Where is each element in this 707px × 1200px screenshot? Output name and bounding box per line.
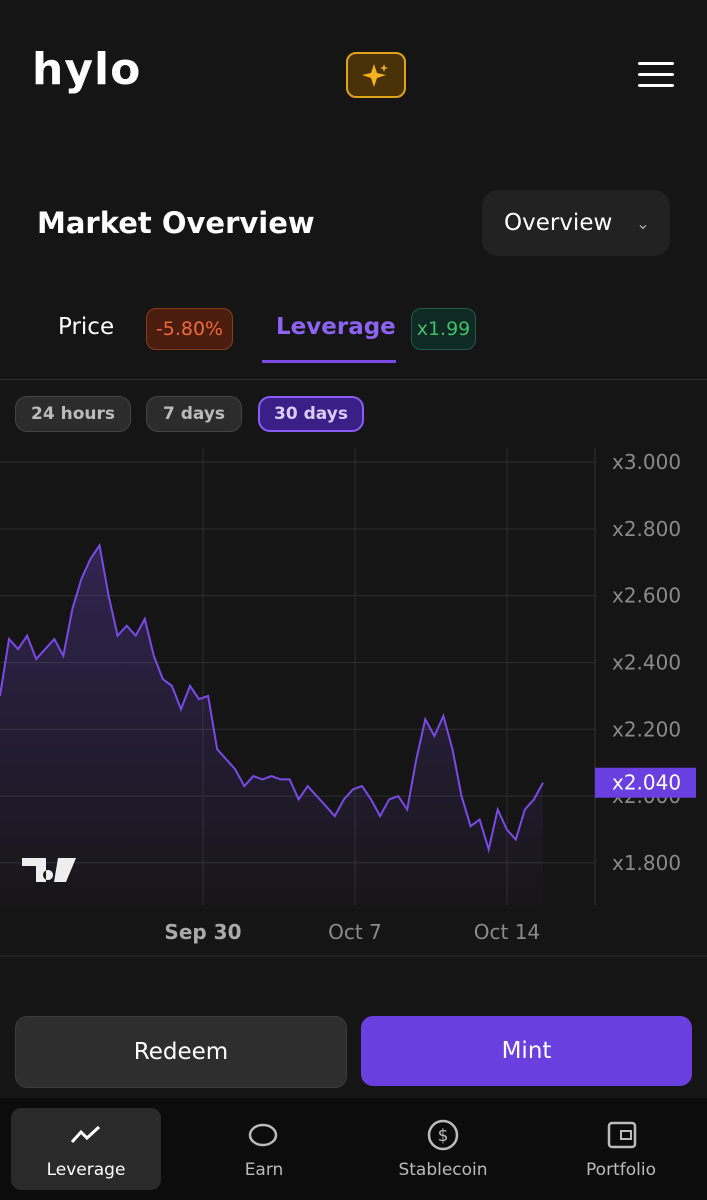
sparkle-icon [362,64,388,87]
range-30d[interactable]: 30 days [258,396,364,432]
section-title: Market Overview [37,206,315,240]
y-tick-label: x1.800 [612,851,681,875]
menu-button[interactable] [638,62,674,95]
x-tick-label: Sep 30 [164,920,241,944]
y-tick-label: x2.600 [612,584,681,608]
y-tick-label: x2.200 [612,717,681,741]
nav-icon [607,1121,637,1149]
x-tick-label: Oct 7 [328,920,382,944]
tradingview-logo [22,858,76,882]
nav-label: Stablecoin [398,1160,488,1180]
tab-leverage[interactable]: Leverage [276,314,396,340]
divider [0,379,707,380]
svg-text:$: $ [438,1126,449,1146]
nav-label: Portfolio [586,1160,656,1180]
current-value-label: x2.040 [612,771,681,795]
range-7d[interactable]: 7 days [146,396,242,432]
line-area [0,545,543,905]
line [0,542,544,854]
price-badge: -5.80% [146,308,233,350]
range-24h[interactable]: 24 hours [15,396,131,432]
mint-button[interactable]: Mint [361,1016,692,1086]
dropdown-label: Overview [504,210,613,236]
y-tick-label: x2.800 [612,517,681,541]
tab-underline [262,360,396,363]
nav-icon [70,1125,101,1144]
logo[interactable]: hylo [32,44,142,95]
y-tick-label: x3.000 [612,450,681,474]
nav-stablecoin[interactable]: $ Stablecoin [368,1108,518,1190]
nav-label: Earn [244,1160,284,1180]
nav-leverage[interactable]: Leverage [11,1108,161,1190]
tab-price[interactable]: Price [58,314,115,340]
leverage-badge: x1.99 [411,308,476,350]
nav-label: Leverage [46,1160,126,1180]
y-tick-label: x2.400 [612,650,681,674]
redeem-button[interactable]: Redeem [15,1016,347,1088]
nav-icon: $ [427,1119,459,1151]
nav-portfolio[interactable]: Portfolio [546,1108,696,1190]
x-tick-label: Oct 14 [474,920,540,944]
nav-earn[interactable]: Earn [189,1108,339,1190]
nav-icon [248,1123,278,1147]
chart: x1.800x2.000x2.200x2.400x2.600x2.800x3.0… [0,448,707,957]
dropdown[interactable]: Overview ⌄ [482,190,670,256]
current-value-badge [595,767,696,798]
sparkle-button[interactable] [346,52,406,98]
